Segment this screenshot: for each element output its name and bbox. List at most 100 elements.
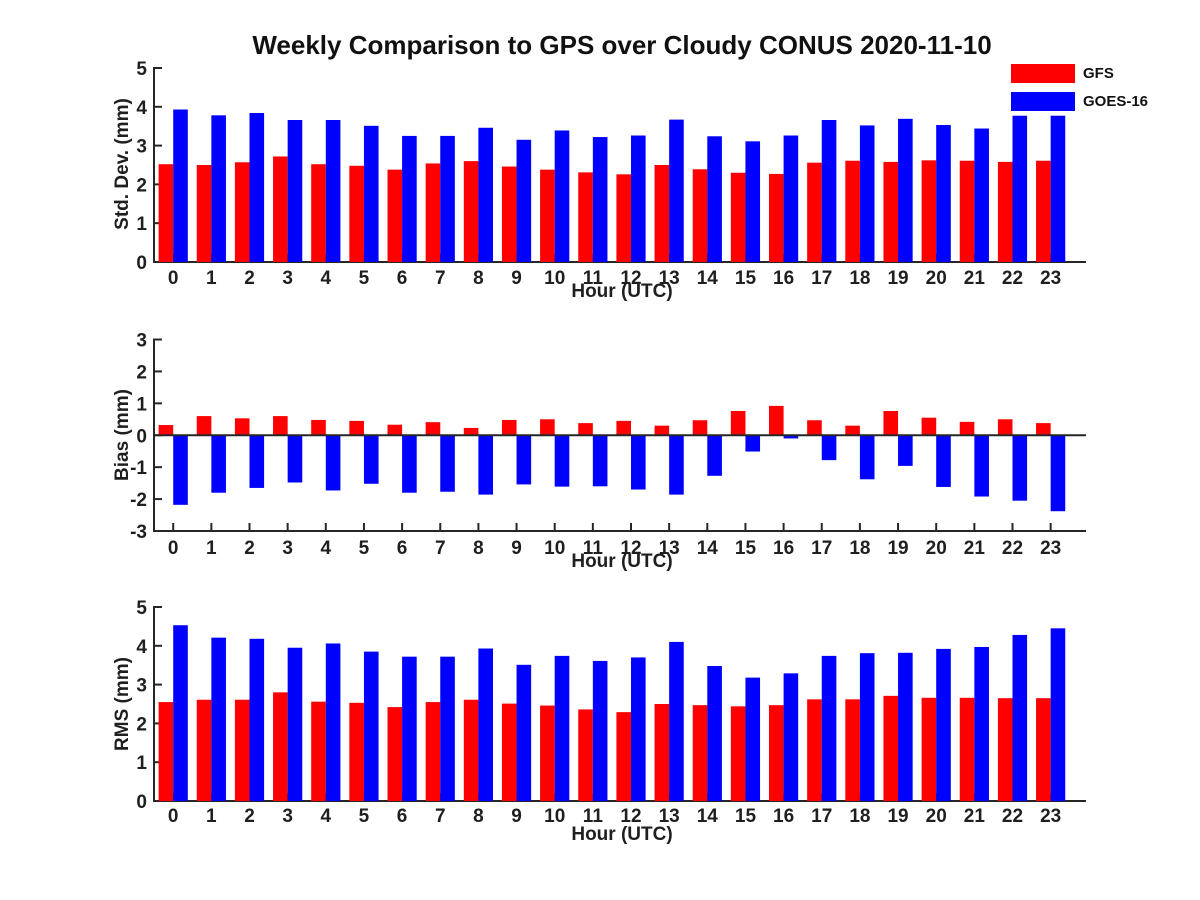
x-tick-label: 5 — [359, 538, 370, 559]
bar-goes16-h1 — [211, 637, 226, 801]
x-tick-label: 3 — [282, 806, 293, 827]
bar-gfs-h4 — [311, 419, 326, 436]
x-tick-label: 2 — [244, 268, 255, 289]
bar-gfs-h1 — [196, 416, 212, 436]
x-tick-label: 2 — [244, 538, 255, 559]
bar-goes16-h8 — [478, 648, 493, 801]
y-tick-label: 4 — [136, 637, 147, 658]
bar-gfs-h16 — [769, 705, 784, 801]
bar-goes16-h16 — [783, 673, 799, 801]
bar-goes16-h4 — [325, 435, 341, 491]
bar-goes16-h4 — [325, 119, 341, 262]
y-tick-label: 2 — [136, 175, 147, 196]
x-tick-label: 7 — [435, 268, 446, 289]
legend-swatch-goes16 — [1011, 92, 1075, 111]
x-tick-label: 21 — [964, 806, 986, 827]
bar-goes16-h10 — [554, 435, 570, 487]
bar-gfs-h9 — [501, 419, 517, 436]
bar-goes16-h6 — [402, 435, 417, 493]
y-tick-label: 1 — [136, 753, 147, 774]
x-tick-label: 13 — [659, 268, 680, 289]
x-tick-label: 11 — [583, 268, 604, 289]
x-tick-label: 8 — [473, 268, 484, 289]
bar-goes16-h22 — [1012, 435, 1028, 501]
bar-goes16-h15 — [745, 141, 761, 262]
y-tick-label: -2 — [130, 490, 147, 511]
bar-goes16-h22 — [1012, 115, 1028, 262]
bar-gfs-h8 — [463, 699, 479, 801]
bar-gfs-h0 — [158, 164, 174, 262]
x-tick-label: 9 — [511, 806, 522, 827]
x-tick-label: 12 — [620, 268, 641, 289]
bar-goes16-h17 — [821, 655, 837, 801]
bar-gfs-h7 — [425, 163, 441, 262]
bar-gfs-h2 — [234, 699, 250, 801]
x-tick-label: 13 — [659, 538, 680, 559]
bar-goes16-h0 — [173, 625, 188, 801]
x-tick-label: 16 — [773, 538, 794, 559]
bar-goes16-h19 — [898, 435, 913, 466]
bar-goes16-h13 — [669, 435, 684, 495]
x-tick-label: 15 — [735, 538, 757, 559]
bar-goes16-h3 — [287, 119, 303, 262]
bar-gfs-h23 — [1036, 698, 1051, 801]
legend-label-gfs: GFS — [1083, 65, 1114, 82]
x-tick-label: 20 — [926, 806, 947, 827]
bar-gfs-h19 — [883, 695, 899, 801]
x-tick-label: 18 — [849, 268, 870, 289]
bar-goes16-h15 — [745, 435, 761, 452]
bar-gfs-h1 — [196, 165, 212, 262]
bar-gfs-h20 — [921, 417, 937, 436]
x-tick-label: 23 — [1040, 268, 1061, 289]
bar-gfs-h20 — [921, 160, 937, 262]
bar-gfs-h6 — [387, 169, 403, 262]
bar-gfs-h11 — [578, 709, 593, 801]
bar-goes16-h14 — [707, 435, 722, 476]
bar-gfs-h2 — [234, 162, 250, 262]
bar-goes16-h9 — [516, 664, 532, 801]
x-tick-label: 12 — [620, 806, 641, 827]
bar-gfs-h3 — [273, 692, 288, 801]
x-tick-label: 5 — [359, 806, 370, 827]
x-tick-label: 8 — [473, 538, 484, 559]
x-tick-label: 14 — [697, 268, 719, 289]
bar-gfs-h3 — [273, 416, 288, 436]
bar-goes16-h5 — [363, 125, 379, 262]
bar-gfs-h5 — [349, 702, 364, 801]
bar-gfs-h7 — [425, 422, 441, 436]
xlabel-rms: Hour (UTC) — [571, 824, 673, 845]
x-tick-label: 23 — [1040, 538, 1061, 559]
bar-goes16-h4 — [325, 643, 341, 801]
bar-goes16-h23 — [1050, 115, 1066, 262]
bar-goes16-h12 — [631, 657, 646, 801]
x-tick-label: 12 — [620, 538, 641, 559]
x-tick-label: 0 — [168, 538, 179, 559]
x-tick-label: 0 — [168, 806, 179, 827]
bar-gfs-h17 — [807, 162, 822, 262]
bar-gfs-h18 — [845, 160, 860, 262]
bar-goes16-h18 — [859, 435, 875, 480]
x-tick-label: 11 — [583, 806, 604, 827]
bar-gfs-h0 — [158, 702, 174, 801]
bar-gfs-h13 — [654, 704, 670, 801]
bar-gfs-h13 — [654, 425, 670, 436]
legend-label-goes16: GOES-16 — [1083, 93, 1149, 110]
x-tick-label: 13 — [659, 806, 680, 827]
x-tick-label: 22 — [1002, 538, 1023, 559]
x-tick-label: 1 — [206, 806, 217, 827]
x-tick-label: 10 — [544, 538, 565, 559]
bar-goes16-h1 — [211, 115, 226, 262]
bar-gfs-h17 — [807, 699, 822, 801]
bar-gfs-h12 — [616, 420, 631, 436]
x-tick-label: 2 — [244, 806, 255, 827]
bar-goes16-h21 — [974, 646, 989, 801]
x-tick-label: 17 — [811, 538, 832, 559]
x-tick-label: 3 — [282, 268, 293, 289]
bar-goes16-h16 — [783, 135, 799, 262]
y-tick-label: 5 — [136, 598, 147, 619]
bar-gfs-h9 — [501, 703, 517, 801]
x-tick-label: 23 — [1040, 806, 1061, 827]
bar-gfs-h9 — [501, 166, 517, 262]
y-tick-label: -1 — [130, 458, 147, 479]
